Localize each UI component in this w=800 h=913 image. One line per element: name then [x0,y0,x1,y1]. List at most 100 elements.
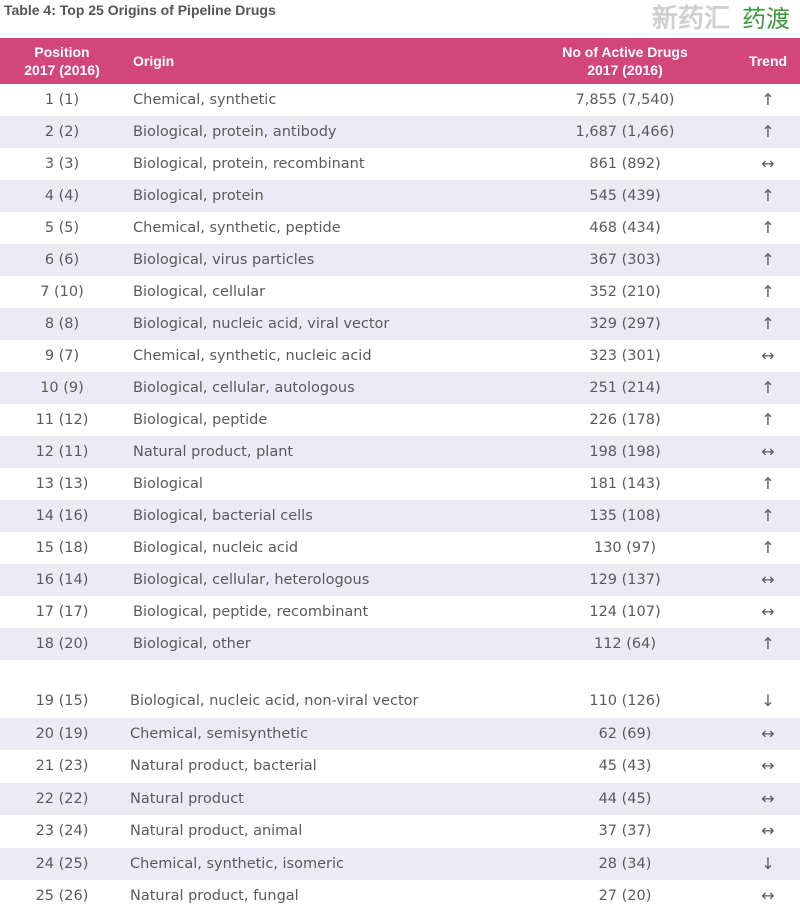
count-cell: 352 (210) [589,284,661,300]
count-cell: 27 (20) [598,888,652,904]
table-row: 13 (13) Biological 181 (143) ↑ [0,468,800,500]
position-cell: 25 (26) [35,888,89,904]
position-cell: 16 (14) [35,572,89,588]
table-row: 3 (3) Biological, protein, recombinant 861… [0,148,800,180]
position-cell: 15 (18) [35,540,89,556]
position-cell: 13 (13) [35,476,89,492]
table-row: 19 (15) Biological, nucleic acid, non-vir… [0,685,800,717]
count-cell: 545 (439) [589,188,661,204]
header-count: No of Active Drugs 2017 (2016) [520,38,730,84]
table-title: Table 4: Top 25 Origins of Pipeline Drug… [4,2,276,18]
position-cell: 23 (24) [35,823,89,839]
trend-icon: ↑ [761,506,775,525]
table-row: 1 (1) Chemical, synthetic 7,855 (7,540) ↑ [0,84,800,116]
origin-cell: Chemical, synthetic, peptide [133,220,341,236]
table-row: 4 (4) Biological, protein 545 (439) ↑ [0,180,800,212]
trend-icon: ↔ [761,756,775,775]
trend-icon: ↑ [761,378,775,397]
trend-icon: ↔ [761,886,775,905]
table-row: 10 (9) Biological, cellular, autologous 25… [0,372,800,404]
trend-icon: ↔ [761,570,775,589]
header-position: Position 2017 (2016) [0,38,124,84]
origin-cell: Chemical, synthetic, isomeric [130,855,344,872]
count-cell: 367 (303) [589,252,661,268]
trend-icon: ↑ [761,186,775,205]
position-cell: 10 (9) [40,380,84,396]
trend-icon: ↑ [761,250,775,269]
count-cell: 37 (37) [598,823,652,839]
count-cell: 198 (198) [589,444,661,460]
origin-cell: Biological, peptide [133,412,268,428]
count-cell: 1,687 (1,466) [575,124,675,140]
table-row: 15 (18) Biological, nucleic acid 130 (97) ↑ [0,532,800,564]
count-cell: 62 (69) [598,725,652,742]
position-cell: 19 (15) [35,693,89,709]
position-cell: 22 (22) [35,790,89,807]
table-row: 24 (25) Chemical, synthetic, isomeric 28 (… [0,847,800,880]
count-cell: 323 (301) [589,348,661,364]
origin-cell: Biological, protein, recombinant [133,156,365,172]
table-row: 23 (24) Natural product, animal 37 (37) ↔ [0,815,800,847]
position-cell: 18 (20) [35,636,89,652]
origin-cell: Chemical, synthetic, nucleic acid [133,348,372,364]
position-cell: 12 (11) [35,444,89,460]
table-row: 17 (17) Biological, peptide, recombinant 1… [0,596,800,628]
position-cell: 8 (8) [44,316,80,332]
table-row: 7 (10) Biological, cellular 352 (210) ↑ [0,276,800,308]
trend-icon: ↓ [761,853,775,873]
trend-icon: ↔ [761,442,775,461]
position-cell: 5 (5) [44,220,80,236]
origin-cell: Biological, nucleic acid [133,540,299,556]
origin-cell: Natural product, animal [130,823,303,839]
origin-cell: Chemical, synthetic [133,92,277,108]
origin-cell: Biological, cellular [133,284,266,300]
table-row: 18 (20) Biological, other 112 (64) ↑ [0,628,800,660]
trend-icon: ↑ [761,634,775,653]
trend-icon: ↔ [761,788,775,808]
count-cell: 181 (143) [589,476,661,492]
origin-cell: Natural product [130,790,244,807]
origin-cell: Biological, protein [133,188,264,204]
count-cell: 124 (107) [589,604,661,620]
origin-cell: Natural product, plant [133,444,294,460]
table-row: 14 (16) Biological, bacterial cells 135 (1… [0,500,800,532]
count-cell: 129 (137) [589,572,661,588]
trend-icon: ↓ [761,691,775,710]
table-row: 22 (22) Natural product 44 (45) ↔ [0,782,800,815]
header-trend: Trend [748,53,788,69]
table-row: 9 (7) Chemical, synthetic, nucleic acid 32… [0,340,800,372]
position-cell: 11 (12) [35,412,89,428]
position-cell: 1 (1) [44,92,80,108]
count-cell: 28 (34) [598,855,652,872]
count-cell: 861 (892) [589,156,661,172]
position-cell: 17 (17) [35,604,89,620]
table-row: 16 (14) Biological, cellular, heterologou… [0,564,800,596]
position-cell: 14 (16) [35,508,89,524]
table-row: 2 (2) Biological, protein, antibody 1,687 … [0,116,800,148]
header-count-label: No of Active Drugs 2017 (2016) [562,44,688,78]
position-cell: 9 (7) [44,348,80,364]
count-cell: 135 (108) [589,508,661,524]
watermark-line1: 新药汇 [651,4,730,34]
origin-cell: Biological, cellular, heterologous [133,572,370,588]
table-row: 5 (5) Chemical, synthetic, peptide 468 (43… [0,212,800,244]
count-cell: 112 (64) [593,636,657,652]
trend-icon: ↔ [761,154,775,173]
table-row: 12 (11) Natural product, plant 198 (198) ↔ [0,436,800,468]
origin-cell: Biological, protein, antibody [133,124,337,140]
count-cell: 468 (434) [589,220,661,236]
trend-icon: ↑ [761,410,775,429]
origin-cell: Biological, bacterial cells [133,508,313,524]
count-cell: 130 (97) [593,540,657,556]
origin-cell: Natural product, bacterial [130,758,317,774]
origin-cell: Biological, cellular, autologous [133,380,355,396]
position-cell: 24 (25) [35,855,89,872]
trend-icon: ↔ [761,602,775,621]
header-origin: Origin [133,53,175,69]
count-cell: 45 (43) [598,758,652,774]
trend-icon: ↑ [761,90,775,109]
watermark-logo: 新药汇 药渡 [652,2,790,36]
trend-icon: ↑ [761,218,775,237]
position-cell: 4 (4) [44,188,80,204]
origin-cell: Biological [133,476,203,492]
